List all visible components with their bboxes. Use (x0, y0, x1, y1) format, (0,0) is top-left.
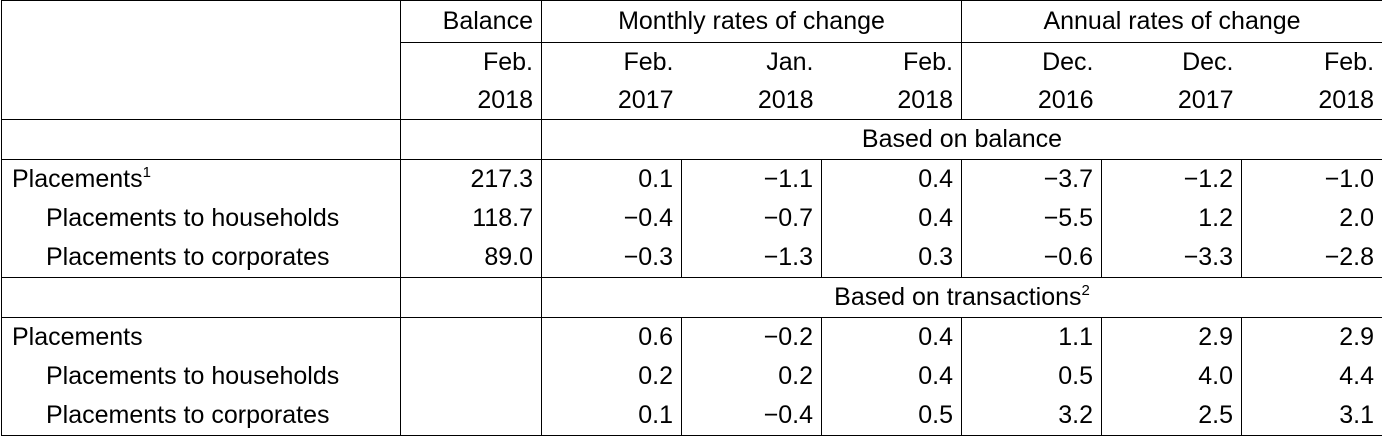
cell-value: 0.4 (821, 199, 962, 238)
row-label: Placements1 (1, 159, 401, 199)
footnote-marker: 2 (1081, 282, 1090, 299)
header-month: Dec. (1042, 48, 1094, 76)
header-year: 2018 (400, 81, 542, 120)
row-label: Placements to corporates (1, 396, 401, 436)
cell-value: −0.2 (681, 317, 822, 357)
cell-value: −0.7 (681, 199, 822, 238)
header-monthly: Monthly rates of change (541, 0, 962, 43)
cell-value: −0.4 (681, 396, 822, 436)
cell-value: −0.3 (541, 238, 682, 278)
cell-value: 0.5 (961, 357, 1102, 396)
cell-value: 3.1 (1241, 396, 1382, 436)
row-label: Placements to households (1, 357, 401, 396)
cell-value: −1.0 (1241, 159, 1382, 199)
footnote-marker: 1 (142, 164, 151, 181)
cell-value: 2.5 (1101, 396, 1242, 436)
row-label: Placements (1, 317, 401, 357)
table-row: Placements to households 118.7 −0.4 −0.7… (1, 199, 1382, 238)
cell-value: 2.9 (1241, 317, 1382, 357)
section-title-balance: Based on balance (541, 119, 1382, 160)
header-month: Dec. (1182, 48, 1234, 76)
cell-value: −5.5 (961, 199, 1102, 238)
table-row: Placements 0.6 −0.2 0.4 1.1 2.9 2.9 (1, 317, 1382, 357)
header-balance: Balance (400, 0, 542, 43)
header-month: Jan. (766, 48, 814, 76)
cell-value: 1.2 (1101, 199, 1242, 238)
section-title-row: Based on transactions2 (1, 277, 1382, 318)
cell-value: −2.8 (1241, 238, 1382, 278)
section-empty-cell (400, 119, 542, 160)
cell-value: 217.3 (400, 159, 542, 199)
cell-value: 0.6 (541, 317, 682, 357)
cell-value: −0.4 (541, 199, 682, 238)
header-annual: Annual rates of change (961, 0, 1382, 43)
cell-value: 89.0 (400, 238, 542, 278)
header-month: Feb. (821, 42, 962, 81)
cell-value: 0.2 (541, 357, 682, 396)
cell-value: −3.3 (1101, 238, 1242, 278)
cell-value: −1.2 (1101, 159, 1242, 199)
cell-value: 0.4 (821, 317, 962, 357)
row-label-text: Placements (12, 165, 143, 193)
row-label: Placements to households (1, 199, 401, 238)
cell-value: 1.1 (961, 317, 1102, 357)
header-year: 2017 (1177, 86, 1234, 114)
header-year: 2018 (821, 81, 962, 120)
cell-value: −1.1 (681, 159, 822, 199)
header-year: 2018 (1241, 81, 1382, 120)
table-row: Placements to households 0.2 0.2 0.4 0.5… (1, 357, 1382, 396)
header-year: 2017 (617, 86, 674, 114)
header-year: 2016 (1037, 86, 1094, 114)
cell-value: 0.4 (821, 159, 962, 199)
header-row-months: Feb. Feb. Jan. Feb. Dec. Dec. Feb. (2, 42, 1382, 81)
row-label: Placements to corporates (1, 238, 401, 278)
section-empty-cell (1, 277, 401, 318)
header-month: Feb. (400, 42, 542, 81)
section-empty-cell (1, 119, 401, 160)
section-title-row: Based on balance (1, 119, 1382, 160)
cell-value: 0.2 (681, 357, 822, 396)
cell-value: 0.1 (541, 159, 682, 199)
table-row: Placements1 217.3 0.1 −1.1 0.4 −3.7 −1.2… (1, 159, 1382, 199)
cell-value: 2.0 (1241, 199, 1382, 238)
cell-value: 0.3 (821, 238, 962, 278)
cell-value: −0.6 (961, 238, 1102, 278)
cell-value: 4.0 (1101, 357, 1242, 396)
header-corner-cell (1, 0, 401, 120)
cell-value (400, 317, 542, 357)
table-row: Placements to corporates 89.0 −0.3 −1.3 … (1, 238, 1382, 278)
header-row-years: 2018 2017 2018 2018 2016 2017 2018 (2, 81, 1382, 120)
cell-value: −1.3 (681, 238, 822, 278)
cell-value (400, 396, 542, 436)
header-row-groups: Balance Monthly rates of change Annual r… (1, 0, 1382, 120)
cell-value: 118.7 (400, 199, 542, 238)
cell-value: 0.4 (821, 357, 962, 396)
header-month: Feb. (1241, 42, 1382, 81)
table-row: Placements to corporates 0.1 −0.4 0.5 3.… (1, 396, 1382, 436)
cell-value: 3.2 (961, 396, 1102, 436)
header-year: 2018 (757, 86, 814, 114)
section-title-transactions: Based on transactions2 (541, 277, 1382, 318)
cell-value: 2.9 (1101, 317, 1242, 357)
cell-value: 4.4 (1241, 357, 1382, 396)
cell-value: 0.5 (821, 396, 962, 436)
cell-value: 0.1 (541, 396, 682, 436)
cell-value: −3.7 (961, 159, 1102, 199)
section-empty-cell (400, 277, 542, 318)
section-title-text: Based on transactions (834, 283, 1082, 311)
header-month: Feb. (623, 48, 674, 76)
cell-value (400, 357, 542, 396)
